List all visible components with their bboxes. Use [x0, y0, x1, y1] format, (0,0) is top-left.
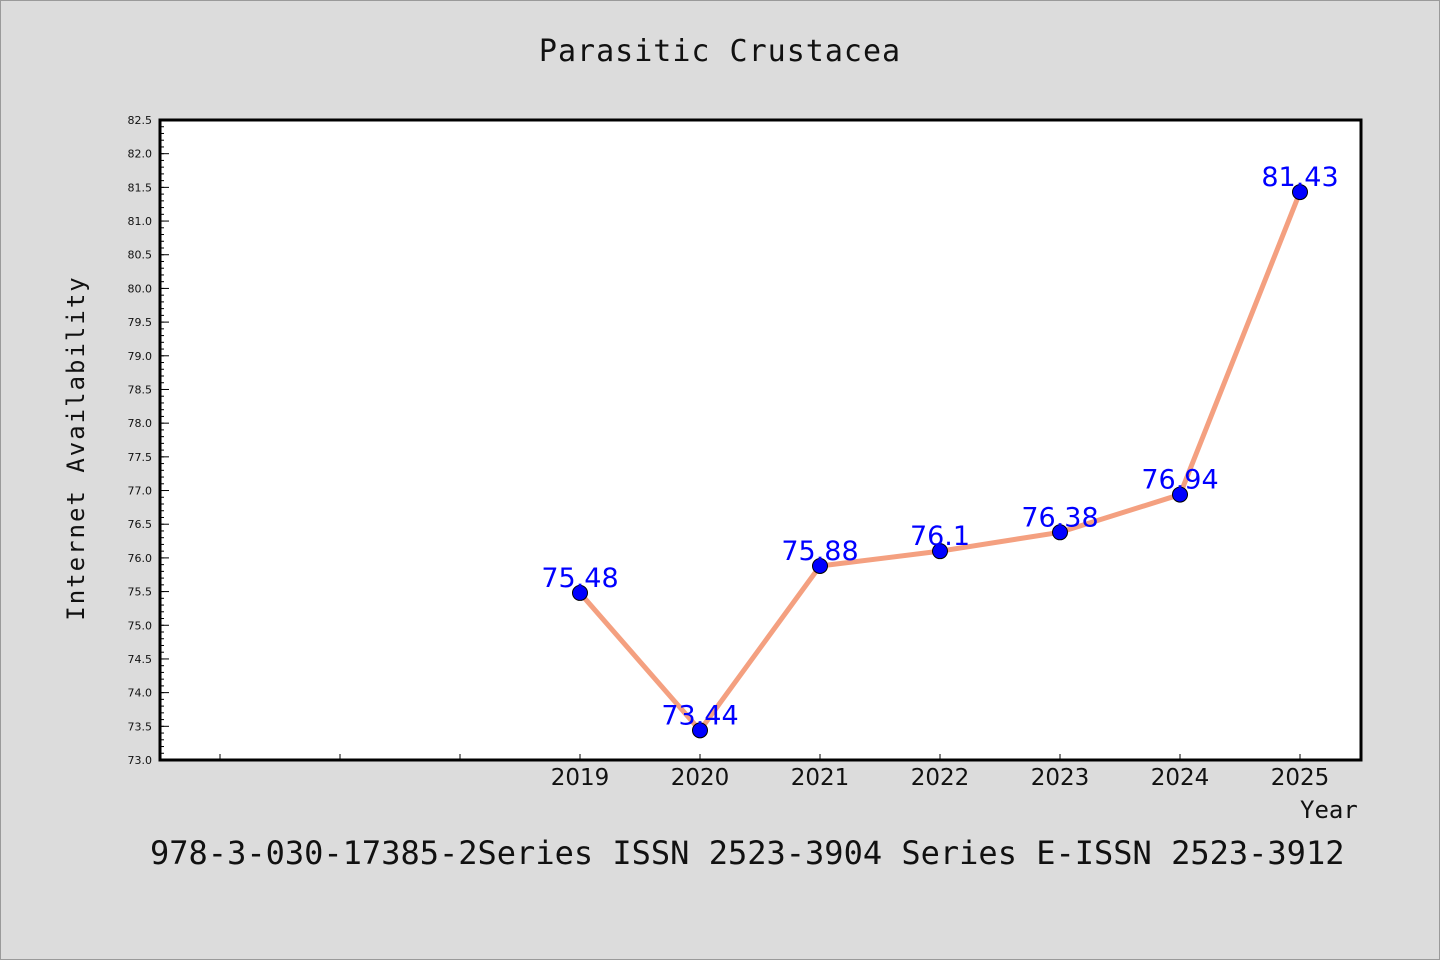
data-point-marker [1292, 184, 1308, 201]
chart-title: Parasitic Crustacea [538, 34, 902, 69]
y-tick-label: 79.0 [128, 350, 153, 363]
y-tick-label: 74.0 [128, 687, 153, 700]
y-tick-label: 76.5 [128, 518, 153, 531]
y-tick-label: 75.5 [128, 586, 153, 599]
y-tick-label: 77.0 [128, 485, 153, 498]
y-tick-label: 82.0 [128, 148, 153, 161]
y-tick-label: 75.0 [128, 619, 153, 632]
y-tick-label: 73.5 [128, 720, 153, 733]
data-label: 81.43 [1261, 162, 1338, 193]
y-tick-label: 78.0 [128, 417, 153, 430]
y-tick-label: 74.5 [128, 653, 153, 666]
data-label: 75.88 [781, 536, 858, 567]
x-tick-label: 2020 [671, 765, 730, 791]
y-tick-label: 81.0 [128, 215, 153, 228]
x-tick-label: 2021 [791, 765, 850, 791]
data-label: 75.48 [541, 563, 618, 594]
data-point-marker [572, 584, 588, 601]
y-tick-label: 73.0 [128, 754, 153, 767]
data-label: 76.94 [1141, 465, 1218, 496]
data-label: 73.44 [661, 700, 738, 731]
data-point-marker [1052, 524, 1068, 541]
x-tick-label: 2024 [1151, 765, 1210, 791]
y-tick-label: 76.0 [128, 552, 153, 565]
data-point-marker [1172, 486, 1188, 503]
x-tick-label: 2022 [911, 765, 970, 791]
data-label: 76.1 [910, 521, 970, 552]
x-tick-label: 2023 [1031, 765, 1090, 791]
y-tick-label: 81.5 [128, 181, 153, 194]
data-point-marker [812, 557, 828, 574]
x-tick-label: 2019 [551, 765, 610, 791]
y-tick-label: 82.5 [128, 114, 153, 127]
y-tick-label: 78.5 [128, 383, 153, 396]
data-point-marker [932, 543, 948, 560]
y-tick-label: 80.0 [128, 282, 153, 295]
data-point-marker [692, 722, 708, 739]
y-tick-label: 79.5 [128, 316, 153, 329]
plot-background [160, 120, 1361, 760]
y-tick-label: 77.5 [128, 451, 153, 464]
data-label: 76.38 [1021, 502, 1098, 533]
footer-isbn-text: 978-3-030-17385-2Series ISSN 2523-3904 S… [150, 834, 1345, 872]
x-axis-label: Year [1300, 796, 1358, 824]
plot-border [158, 118, 1363, 762]
y-tick-label: 80.5 [128, 249, 153, 262]
x-tick-label: 2025 [1271, 765, 1330, 791]
